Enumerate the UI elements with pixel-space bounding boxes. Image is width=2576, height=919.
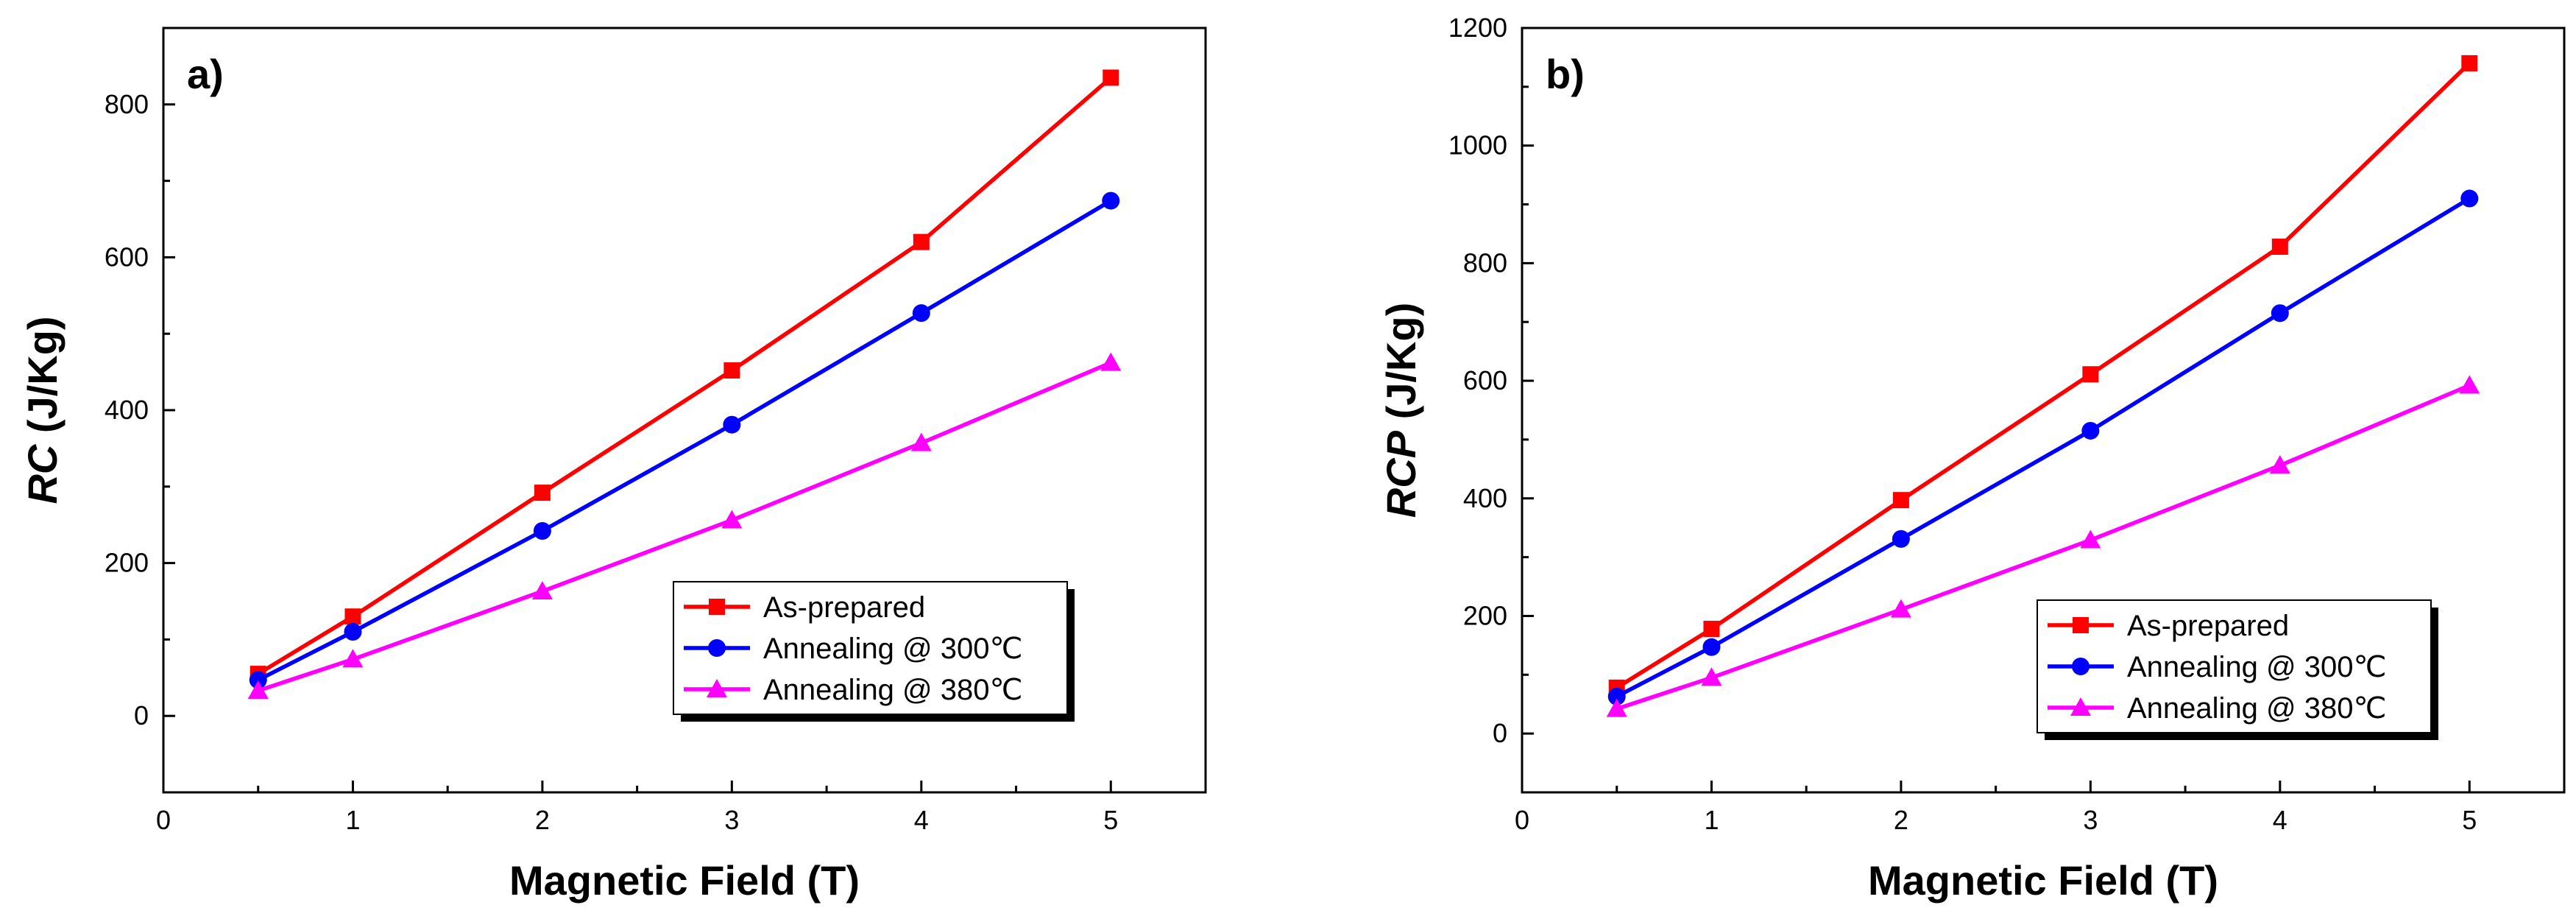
data-point-triangle xyxy=(1701,667,1722,686)
x-tick-label: 0 xyxy=(1515,805,1529,835)
y-axis-title-unit: (J/Kg) xyxy=(1378,303,1424,431)
series-line xyxy=(257,361,1112,693)
data-point-triangle xyxy=(247,680,269,699)
x-tick-label: 4 xyxy=(914,805,929,835)
x-tick-label: 2 xyxy=(1894,805,1908,835)
data-point-triangle xyxy=(2080,529,2101,549)
legend-label: Annealing @ 300℃ xyxy=(2127,651,2386,683)
data-point-square xyxy=(1703,621,1720,638)
series-line xyxy=(1616,61,2471,690)
chart-panel-a: 0 1 2 3 4 5 0 200 400 600 800 a) Magnetic Field (T) R… xyxy=(19,27,1207,904)
data-point-square xyxy=(534,485,551,501)
series-2 xyxy=(247,352,1122,699)
data-point-triangle xyxy=(2269,455,2290,474)
data-point-triangle xyxy=(1100,352,1122,371)
data-point-triangle xyxy=(342,649,364,668)
data-point-circle xyxy=(2271,304,2289,323)
data-point-triangle xyxy=(707,679,727,697)
data-point-circle xyxy=(912,304,930,323)
data-point-circle xyxy=(1702,638,1721,656)
series-line xyxy=(257,76,1113,676)
panel-label: a) xyxy=(187,51,224,97)
x-tick-label: 2 xyxy=(535,805,550,835)
data-point-triangle xyxy=(1606,698,1627,717)
data-point-circle xyxy=(1892,529,1910,548)
x-tick-label: 1 xyxy=(345,805,360,835)
data-point-triangle xyxy=(531,581,553,600)
plot-frame xyxy=(1521,27,2566,794)
y-tick-label: 1000 xyxy=(1448,130,1507,161)
y-tick-label: 0 xyxy=(1493,718,1507,748)
x-tick-label: 5 xyxy=(1103,805,1118,835)
data-point-square xyxy=(2461,54,2478,71)
data-point-square xyxy=(2271,239,2288,256)
series-0 xyxy=(250,69,1119,683)
series-0 xyxy=(1608,54,2478,696)
data-point-triangle xyxy=(721,510,743,529)
legend-label: As-prepared xyxy=(763,591,925,624)
y-tick-label: 800 xyxy=(105,89,149,119)
x-tick-label: 5 xyxy=(2462,805,2477,835)
data-point-circle xyxy=(2072,658,2090,675)
data-point-circle xyxy=(2460,189,2479,208)
data-point-circle xyxy=(249,671,267,689)
data-point-circle xyxy=(1607,687,1626,705)
y-tick-label: 400 xyxy=(105,395,149,425)
data-point-square xyxy=(709,599,725,615)
y-tick-label: 1200 xyxy=(1448,13,1507,43)
x-tick-label: 1 xyxy=(1704,805,1719,835)
x-tick-label: 4 xyxy=(2273,805,2287,835)
legend-label: As-prepared xyxy=(2127,610,2289,642)
legend-label: Annealing @ 380℃ xyxy=(2127,692,2386,725)
y-axis-title-unit: (J/Kg) xyxy=(19,316,66,444)
y-tick-label: 400 xyxy=(1463,483,1507,513)
data-point-triangle xyxy=(910,432,932,451)
data-point-circle xyxy=(533,522,551,541)
y-tick-label: 800 xyxy=(1463,247,1507,278)
data-point-circle xyxy=(1102,191,1120,210)
data-point-triangle xyxy=(1890,599,1911,618)
y-axis-title: RC (J/Kg) xyxy=(19,316,66,504)
data-point-circle xyxy=(2081,421,2100,440)
panel-label: b) xyxy=(1546,51,1585,97)
y-axis-title: RCP (J/Kg) xyxy=(1378,303,1424,518)
y-tick-label: 200 xyxy=(1463,600,1507,630)
legend: As-prepared Annealing @ 300℃ Annealing @ 3… xyxy=(673,581,1075,722)
legend-label: Annealing @ 300℃ xyxy=(763,633,1022,665)
y-tick-label: 600 xyxy=(1463,365,1507,395)
y-tick-label: 0 xyxy=(134,700,149,730)
data-point-square xyxy=(913,233,930,250)
x-tick-label: 3 xyxy=(2083,805,2098,835)
series-1 xyxy=(1607,189,2479,705)
series-2 xyxy=(1606,375,2480,717)
series-line xyxy=(1616,197,2471,699)
series-1 xyxy=(249,191,1120,689)
legend-label: Annealing @ 380℃ xyxy=(763,674,1022,706)
data-point-square xyxy=(1892,492,1909,509)
data-point-circle xyxy=(723,415,741,434)
data-point-triangle xyxy=(2459,375,2480,394)
y-tick-label: 200 xyxy=(105,548,149,578)
x-tick-label: 3 xyxy=(724,805,739,835)
data-point-square xyxy=(2073,617,2089,633)
y-axis-title-symbol: RC xyxy=(19,443,66,504)
data-point-square xyxy=(344,608,361,625)
y-tick-label: 600 xyxy=(105,242,149,272)
chart-panel-b: 0 1 2 3 4 5 0 200 400 600 800 1000 1200 b) Magnetic Fi… xyxy=(1378,13,2566,904)
series-line xyxy=(257,199,1112,682)
y-axis-title-symbol: RCP xyxy=(1378,430,1424,518)
series-line xyxy=(1616,383,2471,711)
data-point-square xyxy=(1103,69,1119,86)
data-point-triangle xyxy=(2070,697,2091,716)
x-axis-title: Magnetic Field (T) xyxy=(509,857,860,904)
data-point-circle xyxy=(708,639,726,657)
data-point-square xyxy=(2082,366,2099,383)
x-axis-title: Magnetic Field (T) xyxy=(1868,857,2218,904)
legend: As-prepared Annealing @ 300℃ Annealing @ 3… xyxy=(2037,599,2438,740)
x-tick-label: 0 xyxy=(156,805,171,835)
data-point-square xyxy=(723,362,740,379)
data-point-circle xyxy=(344,623,362,641)
